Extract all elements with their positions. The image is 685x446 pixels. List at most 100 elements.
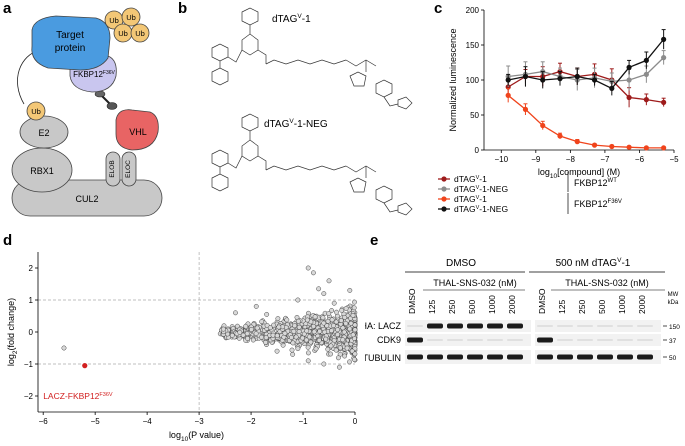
d-data-point <box>296 324 302 330</box>
blot-band <box>427 323 443 329</box>
d-data-point <box>323 336 329 342</box>
d-data-point <box>351 305 357 311</box>
d-data-point <box>343 306 349 311</box>
blot-band <box>407 354 423 360</box>
blot-band-faint <box>577 325 593 327</box>
sub-label-2: THAL-SNS-032 (nM) <box>565 278 649 288</box>
d-x-tick-label: −3 <box>195 417 205 426</box>
d-data-point <box>342 353 348 359</box>
blot-band-faint <box>407 325 423 327</box>
d-data-point <box>334 309 339 315</box>
d-data-point <box>340 325 346 331</box>
d-x-tick-label: −1 <box>298 417 308 426</box>
blot-band-faint <box>617 339 633 341</box>
c-legend-label: dTAGV-1 <box>454 174 487 184</box>
d-x-tick-label: −6 <box>39 417 49 426</box>
c-data-point <box>591 77 598 83</box>
blot-band <box>507 323 523 329</box>
c-data-point <box>505 92 511 98</box>
c-y-tick-label: 50 <box>470 111 479 120</box>
d-data-point <box>339 307 345 313</box>
d-data-point <box>304 328 310 334</box>
d-data-point <box>305 344 311 350</box>
c-data-point <box>626 77 632 83</box>
d-data-point <box>329 308 335 313</box>
d-data-point <box>292 323 298 329</box>
c-data-point <box>661 99 667 105</box>
blot-band <box>447 323 463 329</box>
d-data-point <box>320 315 326 321</box>
sub-label-1: THAL-SNS-032 (nM) <box>433 278 517 288</box>
rbx1-label: RBX1 <box>30 166 54 176</box>
d-ylabel: log2(fold change) <box>6 298 19 366</box>
d-data-point <box>350 332 356 338</box>
c-data-point <box>643 97 649 103</box>
c-data-point <box>505 77 511 83</box>
ub-label: Ub <box>118 29 128 38</box>
lane-label: 2000 <box>637 295 647 314</box>
d-data-point <box>282 330 288 336</box>
c-legend-group2: FKBP12F36V <box>574 199 622 209</box>
blot-band <box>617 354 633 360</box>
chart-c-series <box>505 29 667 151</box>
d-data-point <box>274 348 280 354</box>
c-legend-label: dTAGV-1 <box>454 194 487 204</box>
blot-band <box>577 354 593 360</box>
c-data-point <box>574 73 580 80</box>
c-data-point <box>643 71 649 77</box>
blot-group-dtag: 500 nM dTAGV-1 <box>556 257 631 269</box>
d-data-point <box>329 328 334 334</box>
d-y-tick-label: −1 <box>24 360 34 369</box>
ub-label: Ub <box>126 13 136 22</box>
d-data-point <box>305 350 311 356</box>
d-data-point <box>244 331 250 337</box>
chart-c-axes: 0 50 100 150 200 −10 −9 −8 −7 −6 −5 <box>466 6 679 164</box>
d-data-point <box>291 328 297 334</box>
blot-band <box>487 354 503 360</box>
lane-label: 125 <box>427 300 437 314</box>
ub-label: Ub <box>135 29 145 38</box>
d-data-point <box>311 323 317 329</box>
d-y-tick-label: 2 <box>29 264 34 273</box>
d-data-point <box>296 329 302 335</box>
blot-band <box>637 354 653 360</box>
blot-row-label: α-TUBULIN <box>365 353 401 363</box>
d-data-point <box>276 324 282 330</box>
d-data-point <box>310 270 316 276</box>
d-data-point <box>337 345 343 351</box>
d-data-point <box>352 351 358 357</box>
c-data-point <box>540 77 546 83</box>
lane-label: 250 <box>447 300 457 314</box>
d-data-point <box>351 357 357 362</box>
d-data-point <box>295 318 301 324</box>
c-legend-group1: FKBP12WT <box>574 178 617 188</box>
blot-band-faint <box>537 325 553 327</box>
blot-band <box>447 354 463 360</box>
d-data-point <box>311 329 317 335</box>
e2-label: E2 <box>38 128 49 138</box>
d-data-point <box>275 316 281 322</box>
d-data-point <box>352 299 357 305</box>
c-data-point <box>609 85 615 91</box>
structure-dtag-v1-neg <box>211 113 413 216</box>
lane-label: 1000 <box>487 295 497 314</box>
blot-band-faint <box>597 325 613 327</box>
c-series-line <box>508 38 665 90</box>
c-data-point <box>557 133 563 139</box>
d-data-point <box>348 320 354 326</box>
blot-band <box>427 354 443 360</box>
d-data-point <box>333 347 339 353</box>
d-data-point <box>350 312 356 318</box>
c-data-point <box>626 144 632 150</box>
d-data-point <box>293 334 299 340</box>
d-data-point <box>316 337 322 343</box>
chart-c-ylabel: Normalized luminescence <box>448 28 458 131</box>
ub-label: Ub <box>31 107 41 116</box>
western-blot: DMSO 500 nM dTAGV-1 THAL-SNS-032 (nM) TH… <box>365 257 680 364</box>
d-data-point <box>263 339 269 345</box>
lane-label: 125 <box>557 300 567 314</box>
fkbp-label: FKBP12F36V <box>73 70 115 79</box>
c-data-point <box>557 76 563 82</box>
d-highlight-label: LACZ-FKBP12F36V <box>43 391 113 401</box>
c-data-point <box>626 64 632 70</box>
